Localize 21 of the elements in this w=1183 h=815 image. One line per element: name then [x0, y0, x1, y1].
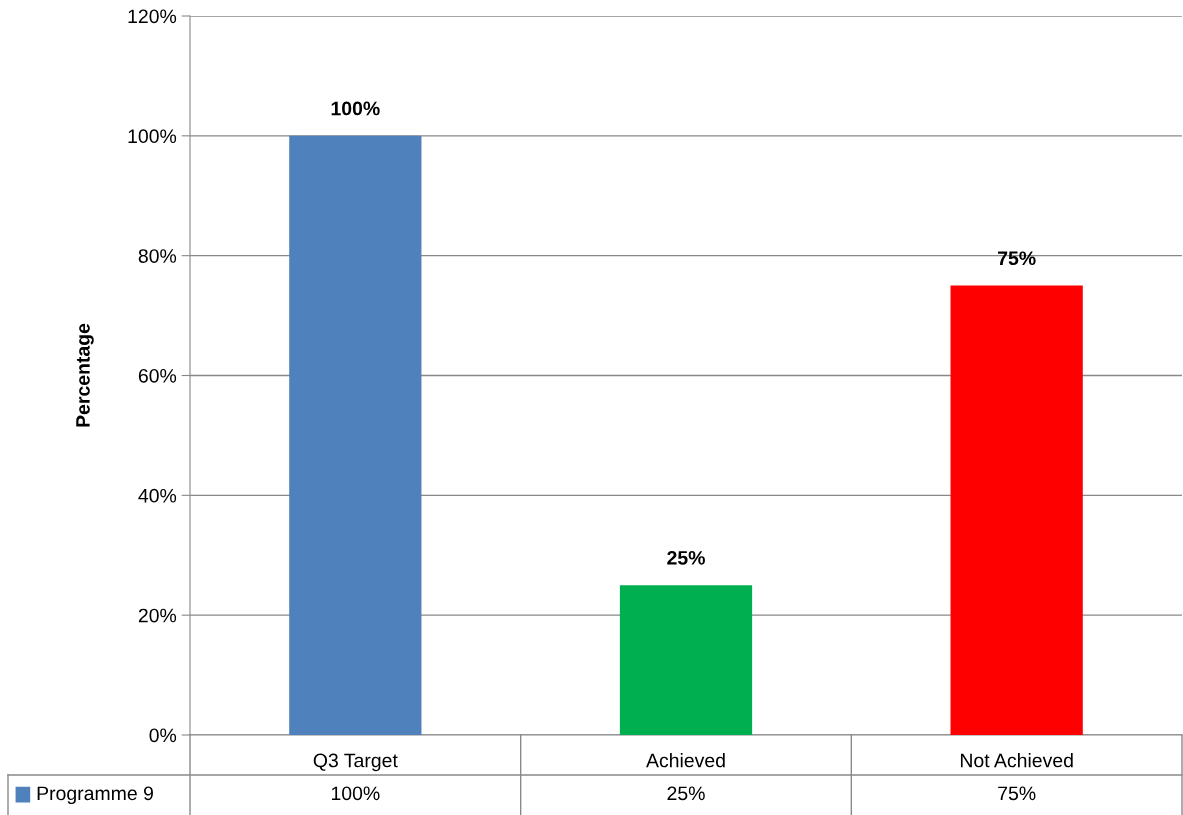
x-tick-label: Not Achieved [960, 753, 1073, 768]
x-tick-label: Achieved [646, 753, 725, 768]
data-label: 75% [998, 786, 1036, 801]
bar [950, 285, 1083, 735]
text: 75% [998, 251, 1036, 266]
y-tick-label: 40% [138, 488, 177, 503]
bar [289, 135, 422, 735]
legend-label: Programme 9 [37, 786, 153, 805]
bar [619, 585, 753, 735]
text: 25% [667, 550, 705, 565]
y-axis-title: Percentage [76, 323, 94, 427]
y-tick-label: 20% [138, 608, 177, 623]
text: 100% [331, 101, 380, 116]
y-tick-label: 60% [138, 368, 177, 383]
y-tick-label: 120% [128, 9, 177, 24]
y-tick-label: 100% [128, 129, 177, 144]
data-label: 25% [667, 786, 705, 801]
x-tick-label: Q3 Target [313, 753, 398, 772]
y-tick-label: 0% [149, 728, 177, 743]
data-label: 100% [331, 786, 380, 801]
y-tick-label: 80% [138, 249, 177, 263]
